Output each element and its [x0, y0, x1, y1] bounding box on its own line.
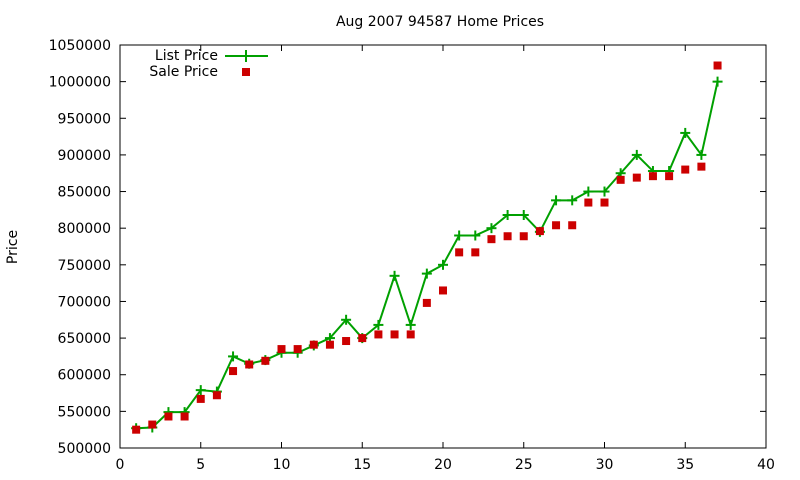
x-tick-label: 20	[434, 457, 452, 473]
y-tick-label: 850000	[58, 185, 111, 201]
data-point-sale-price	[164, 412, 173, 421]
data-point-list-price	[599, 186, 610, 197]
y-tick-label: 750000	[58, 258, 111, 274]
data-point-list-price	[551, 195, 562, 206]
data-point-sale-price	[342, 337, 351, 346]
x-tick-label: 25	[515, 457, 533, 473]
y-tick-labels: 500000 550000 600000 650000 700000 750000 8000…	[49, 38, 111, 457]
data-point-sale-price	[568, 221, 577, 230]
data-point-sale-price	[648, 172, 657, 181]
data-point-list-price	[567, 195, 578, 206]
data-point-sale-price	[180, 412, 189, 421]
data-point-list-price	[583, 186, 594, 197]
x-tick-labels: 0 5 10 15 20 25 30 35 40	[116, 457, 775, 473]
data-point-sale-price	[358, 334, 367, 343]
data-point-sale-price	[552, 221, 561, 230]
x-tick-label: 35	[676, 457, 694, 473]
data-point-sale-price	[293, 345, 302, 354]
data-point-sale-price	[487, 235, 496, 244]
data-point-sale-price	[616, 175, 625, 184]
data-point-sale-price	[584, 198, 593, 207]
data-point-sale-price	[455, 248, 464, 257]
y-tick-label: 650000	[58, 331, 111, 347]
data-point-list-price	[454, 230, 465, 241]
data-point-sale-price	[374, 330, 383, 339]
data-point-list-price	[228, 351, 239, 362]
data-point-sale-price	[325, 340, 334, 349]
data-point-sale-price	[406, 330, 415, 339]
data-point-sale-price	[390, 330, 399, 339]
x-tick-label: 15	[353, 457, 371, 473]
data-point-sale-price	[665, 172, 674, 181]
data-point-sale-price	[535, 227, 544, 236]
data-point-sale-price	[697, 162, 706, 171]
x-tick-label: 10	[273, 457, 291, 473]
legend-label-list-price: List Price	[155, 48, 218, 64]
data-point-list-price	[195, 385, 206, 396]
data-point-list-price	[373, 319, 384, 330]
legend: List Price Sale Price	[149, 48, 268, 80]
data-point-sale-price	[632, 173, 641, 182]
legend-marker-sale-price	[242, 68, 250, 76]
data-point-list-price	[486, 223, 497, 234]
data-point-list-price	[421, 268, 432, 279]
y-tick-label: 900000	[58, 148, 111, 164]
series-sale-price	[132, 61, 722, 434]
data-point-sale-price	[196, 394, 205, 403]
data-point-sale-price	[212, 391, 221, 400]
axis-ticks	[119, 44, 767, 449]
y-tick-label: 800000	[58, 221, 111, 237]
y-tick-label: 500000	[58, 441, 111, 457]
data-point-sale-price	[245, 360, 254, 369]
data-point-list-price	[502, 209, 513, 220]
y-tick-label: 950000	[58, 111, 111, 127]
y-axis-label: Price	[5, 230, 21, 264]
series-layer	[131, 61, 723, 434]
data-point-sale-price	[471, 248, 480, 257]
data-point-sale-price	[681, 165, 690, 174]
data-point-sale-price	[261, 356, 270, 365]
y-tick-label: 600000	[58, 368, 111, 384]
data-point-sale-price	[519, 232, 528, 241]
data-point-list-price	[341, 314, 352, 325]
y-tick-label: 550000	[58, 404, 111, 420]
data-point-sale-price	[148, 420, 157, 429]
x-tick-label: 5	[196, 457, 205, 473]
data-point-sale-price	[422, 298, 431, 307]
data-point-list-price	[712, 76, 723, 87]
data-point-list-price	[696, 149, 707, 160]
data-point-sale-price	[277, 345, 286, 354]
y-tick-label: 1000000	[49, 75, 111, 91]
legend-marker-list-price	[240, 50, 252, 62]
x-tick-label: 40	[757, 457, 775, 473]
data-point-sale-price	[713, 61, 722, 70]
data-point-list-price	[631, 149, 642, 160]
data-point-list-price	[438, 259, 448, 270]
legend-label-sale-price: Sale Price	[149, 64, 218, 80]
data-point-list-price	[389, 270, 400, 281]
chart-title: Aug 2007 94587 Home Prices	[336, 14, 544, 30]
x-tick-label: 30	[596, 457, 614, 473]
y-tick-label: 1050000	[49, 38, 111, 54]
x-tick-label: 0	[116, 457, 125, 473]
data-point-sale-price	[229, 367, 238, 376]
data-point-sale-price	[503, 232, 512, 241]
data-point-list-price	[405, 319, 416, 330]
data-point-sale-price	[600, 198, 609, 207]
data-point-sale-price	[132, 425, 141, 434]
data-point-list-price	[680, 127, 691, 138]
data-point-list-price	[518, 209, 529, 220]
data-point-sale-price	[439, 286, 447, 295]
y-tick-label: 700000	[58, 294, 111, 310]
data-point-list-price	[470, 230, 481, 241]
data-point-sale-price	[309, 340, 318, 349]
